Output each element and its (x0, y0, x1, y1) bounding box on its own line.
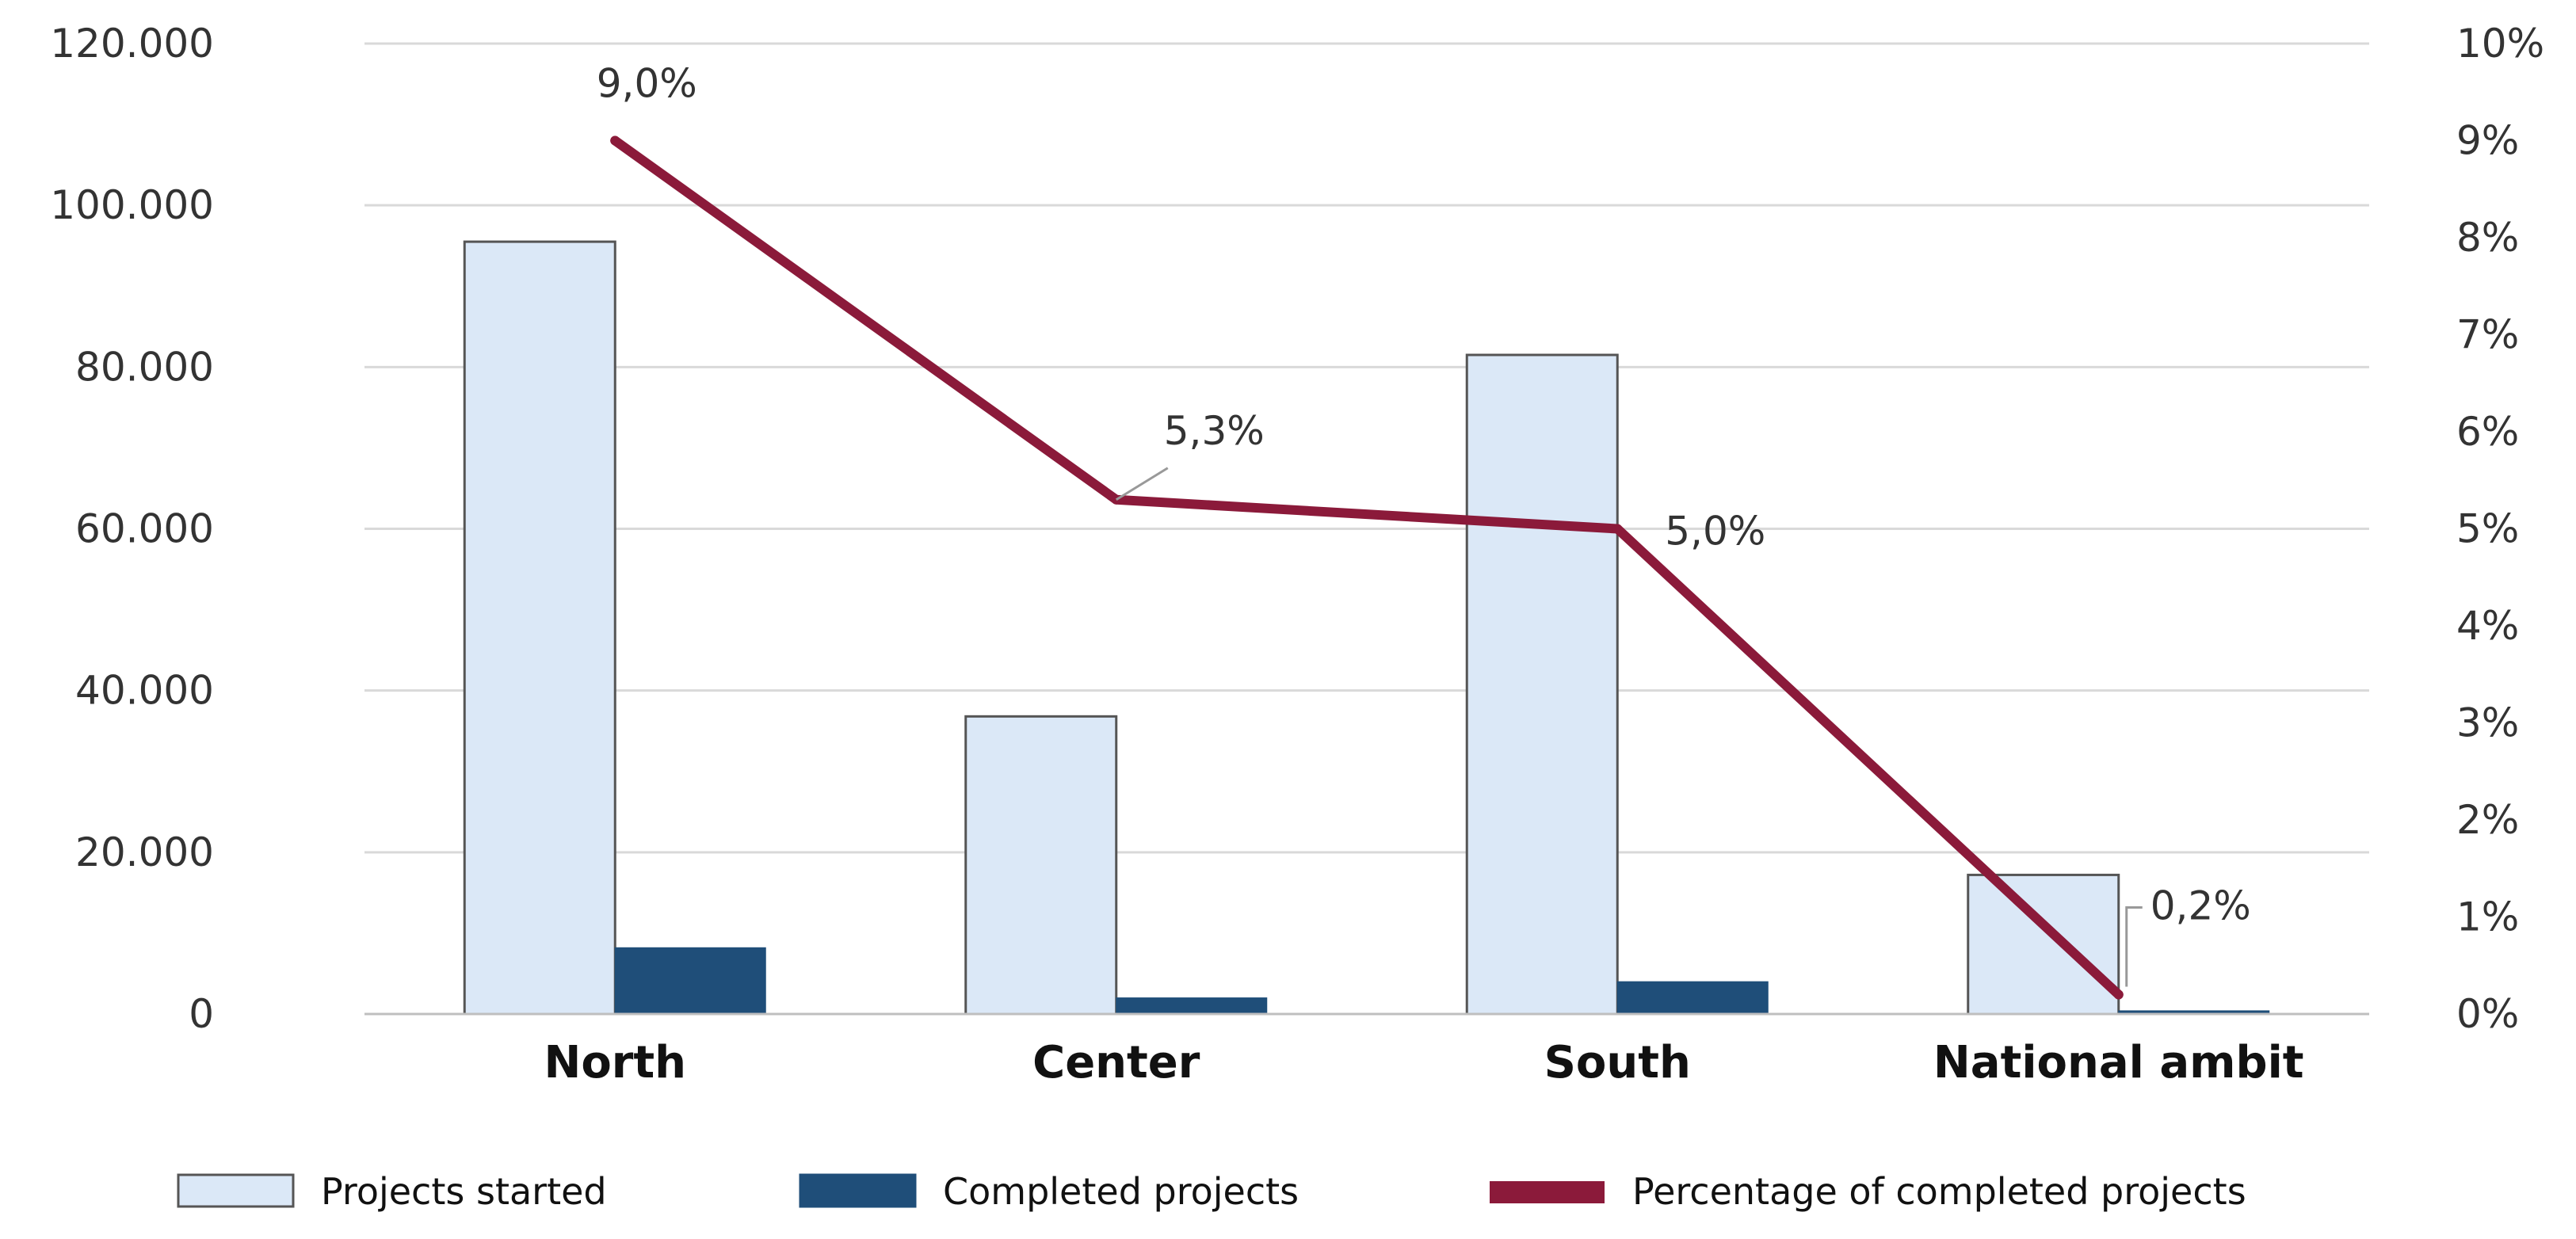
leader-line (2125, 906, 2143, 987)
data-labels: 9,0% 5,3% 5,0% 0,2% (597, 61, 2251, 987)
percentage-point (610, 135, 620, 146)
category-label: South (1544, 1037, 1691, 1088)
leader-line (1115, 467, 1169, 501)
gridlines (364, 42, 2369, 854)
category-label: Center (1032, 1037, 1200, 1088)
y-right-tick-label: 7% (2456, 312, 2519, 358)
right-axis: 0% 1% 2% 3% 4% 5% 6% 7% 8% 9% 10% (2456, 21, 2544, 1037)
category-label: National ambit (1933, 1037, 2304, 1088)
y-right-tick-label: 10% (2456, 21, 2544, 67)
category-labels: North Center South National ambit (544, 1037, 2303, 1088)
y-right-tick-label: 0% (2456, 991, 2519, 1037)
data-label: 5,3% (1164, 408, 1265, 454)
bar-completed-projects (1616, 981, 1769, 1015)
left-axis: 0 20.000 40.000 60.000 80.000 100.000 120.000 (50, 21, 214, 1037)
legend-label: Percentage of completed projects (1632, 1170, 2246, 1213)
category-label: North (544, 1037, 686, 1088)
bar-projects-started (1967, 873, 2120, 1016)
y-left-tick-label: 120.000 (50, 21, 214, 67)
legend-swatch (799, 1173, 917, 1208)
y-right-tick-label: 4% (2456, 603, 2519, 649)
bar-projects-started (1465, 353, 1619, 1016)
y-right-tick-label: 5% (2456, 506, 2519, 552)
bar-projects-started (463, 240, 616, 1016)
bar-series (463, 240, 2270, 1016)
bar-completed-projects (614, 947, 766, 1015)
y-right-tick-label: 6% (2456, 409, 2519, 455)
y-left-tick-label: 20.000 (75, 829, 214, 875)
percentage-point (2113, 989, 2124, 1000)
data-label: 0,2% (2150, 883, 2251, 929)
y-left-tick-label: 60.000 (75, 506, 214, 552)
bar-completed-projects (1116, 997, 1268, 1015)
legend: Projects started Completed projects Percen… (177, 1170, 2246, 1213)
y-right-tick-label: 2% (2456, 797, 2519, 843)
percentage-point (1612, 524, 1623, 534)
y-right-tick-label: 8% (2456, 215, 2519, 261)
bar-projects-started (964, 715, 1118, 1016)
y-left-tick-label: 100.000 (50, 182, 214, 228)
data-label: 9,0% (597, 61, 697, 107)
y-left-tick-label: 80.000 (75, 344, 214, 390)
y-right-tick-label: 3% (2456, 700, 2519, 746)
y-right-tick-label: 1% (2456, 894, 2519, 940)
legend-label: Projects started (321, 1170, 607, 1213)
data-label: 5,0% (1665, 509, 1765, 555)
legend-label: Completed projects (943, 1170, 1299, 1213)
y-left-tick-label: 40.000 (75, 668, 214, 714)
percentage-line-series (610, 135, 2124, 1000)
percentage-line (610, 135, 2124, 1000)
y-left-tick-label: 0 (189, 991, 214, 1037)
y-right-tick-label: 9% (2456, 118, 2519, 164)
legend-swatch (177, 1173, 295, 1208)
legend-swatch (1490, 1181, 1605, 1203)
